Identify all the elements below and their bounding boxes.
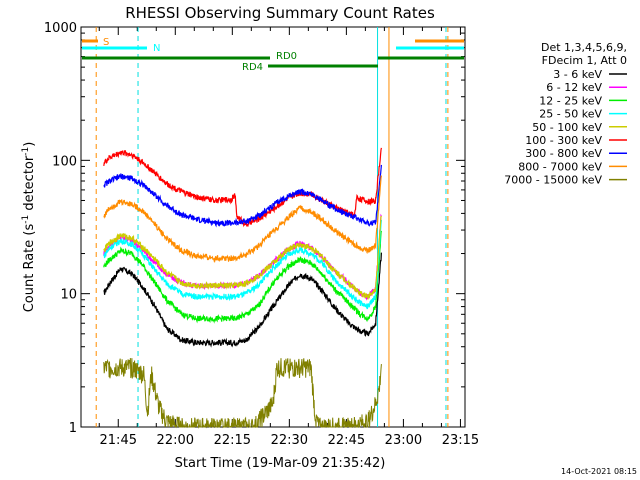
- x-axis-label: Start Time (19-Mar-09 21:35:42): [175, 456, 386, 471]
- series-line: [103, 358, 382, 429]
- series-line: [103, 252, 382, 348]
- s-label: S: [103, 37, 109, 48]
- x-tick-label: 22:45: [328, 433, 365, 448]
- plot-frame: [80, 26, 466, 428]
- chart-title: RHESSI Observing Summary Count Rates: [125, 4, 435, 22]
- x-tick-label: 22:00: [157, 433, 194, 448]
- rd0-label: RD0: [276, 51, 297, 62]
- y-axis-label-sup1: -1: [21, 215, 31, 224]
- series-line: [103, 219, 382, 310]
- legend-label: 3 - 6 keV: [553, 68, 602, 81]
- rd4-label: RD4: [242, 62, 263, 73]
- x-tick-label: 21:45: [100, 433, 137, 448]
- x-tick-label: 23:00: [385, 433, 422, 448]
- y-tick-label: 10: [60, 288, 77, 303]
- y-axis-ticks: 1 10 100 1000: [44, 21, 465, 436]
- x-tick-label: 22:15: [214, 433, 251, 448]
- y-tick-label: 1000: [44, 21, 77, 36]
- series-line: [103, 175, 382, 264]
- x-axis-ticks: 21:45 22:00 22:15 22:30 22:45 23:00 23:15: [98, 27, 479, 448]
- x-tick-label: 22:30: [271, 433, 308, 448]
- vertical-markers: [95, 27, 449, 427]
- x-tick-label: 23:15: [442, 433, 479, 448]
- y-axis-label: Count Rate (s-1 detector-1): [21, 142, 37, 313]
- series-line: [103, 164, 382, 228]
- y-axis-label-mid: detector: [22, 155, 37, 215]
- legend-label: 12 - 25 keV: [539, 94, 602, 107]
- legend-label: 50 - 100 keV: [532, 121, 602, 134]
- series-line: [103, 230, 382, 324]
- y-tick-label: 1: [69, 421, 77, 436]
- footer-timestamp: 14-Oct-2021 08:15: [561, 467, 637, 476]
- legend-label: 6 - 12 keV: [546, 81, 602, 94]
- y-axis-label-main: Count Rate (s: [22, 224, 37, 313]
- state-bars: S N RD0 RD4: [82, 37, 464, 73]
- legend-label: 7000 - 15000 keV: [504, 174, 602, 187]
- n-label: N: [153, 43, 160, 54]
- legend-label: 25 - 50 keV: [539, 108, 602, 121]
- y-axis-label-sup2: -1: [21, 147, 31, 156]
- legend-label: 100 - 300 keV: [525, 134, 602, 147]
- y-tick-label: 100: [52, 154, 77, 169]
- legend-header-1: Det 1,3,4,5,6,9,: [541, 41, 627, 54]
- series-line: [103, 215, 382, 300]
- series-layer: [103, 147, 382, 429]
- y-axis-label-end: ): [22, 142, 37, 147]
- legend: Det 1,3,4,5,6,9, FDecim 1, Att 0 3 - 6 k…: [504, 41, 627, 187]
- legend-label: 300 - 800 keV: [525, 147, 602, 160]
- legend-label: 800 - 7000 keV: [518, 160, 602, 173]
- legend-header-2: FDecim 1, Att 0: [542, 54, 627, 67]
